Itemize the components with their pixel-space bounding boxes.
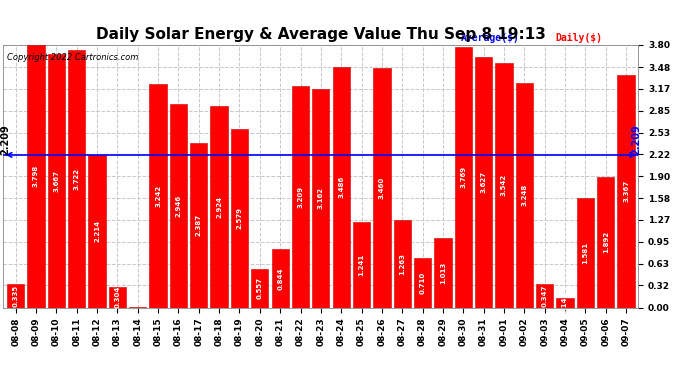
Bar xyxy=(210,105,228,308)
Bar xyxy=(109,286,126,308)
Bar xyxy=(536,284,553,308)
Text: 3.722: 3.722 xyxy=(74,168,80,190)
Text: 2.387: 2.387 xyxy=(196,214,201,236)
Bar xyxy=(393,220,411,308)
Text: 1.263: 1.263 xyxy=(400,253,405,275)
Text: 3.542: 3.542 xyxy=(501,174,507,196)
Text: 3.769: 3.769 xyxy=(460,166,466,188)
Text: 3.248: 3.248 xyxy=(522,184,527,207)
Bar xyxy=(170,104,187,308)
Text: 0.141: 0.141 xyxy=(562,291,568,314)
Bar xyxy=(68,50,86,308)
Bar xyxy=(150,84,167,308)
Text: 2.579: 2.579 xyxy=(237,207,242,230)
Text: 1.581: 1.581 xyxy=(582,242,589,264)
Text: 3.460: 3.460 xyxy=(379,177,385,199)
Text: 0.304: 0.304 xyxy=(115,286,120,308)
Bar xyxy=(28,45,45,308)
Text: 0.335: 0.335 xyxy=(12,285,19,307)
Bar xyxy=(251,269,268,308)
Text: 3.486: 3.486 xyxy=(338,176,344,198)
Text: 3.627: 3.627 xyxy=(481,171,486,193)
Text: 3.367: 3.367 xyxy=(623,180,629,202)
Bar xyxy=(129,307,146,308)
Bar xyxy=(333,67,350,308)
Bar xyxy=(597,177,614,308)
Bar xyxy=(515,83,533,308)
Bar xyxy=(556,298,573,307)
Text: 3.162: 3.162 xyxy=(318,187,324,209)
Bar xyxy=(88,154,106,308)
Bar xyxy=(271,249,289,308)
Text: 3.209: 3.209 xyxy=(297,186,304,208)
Bar xyxy=(312,89,330,308)
Bar xyxy=(434,237,451,308)
Text: 3.242: 3.242 xyxy=(155,184,161,207)
Text: 2.209: 2.209 xyxy=(631,124,641,155)
Bar xyxy=(577,198,594,308)
Bar xyxy=(48,54,65,307)
Text: 0.844: 0.844 xyxy=(277,267,283,290)
Bar xyxy=(292,86,309,308)
Text: Daily($): Daily($) xyxy=(555,33,603,43)
Bar xyxy=(414,258,431,308)
Text: 3.667: 3.667 xyxy=(53,170,59,192)
Bar xyxy=(231,129,248,308)
Text: 1.241: 1.241 xyxy=(359,254,364,276)
Text: 0.710: 0.710 xyxy=(420,272,426,294)
Title: Daily Solar Energy & Average Value Thu Sep 8 19:13: Daily Solar Energy & Average Value Thu S… xyxy=(96,27,546,42)
Bar xyxy=(190,142,208,308)
Text: 3.798: 3.798 xyxy=(33,165,39,188)
Bar xyxy=(495,63,513,308)
Bar xyxy=(618,75,635,307)
Bar xyxy=(7,284,24,308)
Text: 1.892: 1.892 xyxy=(602,231,609,253)
Bar xyxy=(353,222,371,308)
Text: 2.214: 2.214 xyxy=(94,220,100,242)
Text: 0.347: 0.347 xyxy=(542,284,548,307)
Text: 0.557: 0.557 xyxy=(257,277,263,299)
Bar xyxy=(455,47,472,308)
Bar xyxy=(475,57,492,308)
Text: 1.013: 1.013 xyxy=(440,261,446,284)
Text: Average($): Average($) xyxy=(460,33,520,43)
Text: Copyright 2022 Cartronics.com: Copyright 2022 Cartronics.com xyxy=(7,53,138,62)
Text: 2.209: 2.209 xyxy=(1,124,10,155)
Text: 2.924: 2.924 xyxy=(216,195,222,217)
Text: 2.946: 2.946 xyxy=(175,195,181,217)
Bar xyxy=(373,69,391,308)
